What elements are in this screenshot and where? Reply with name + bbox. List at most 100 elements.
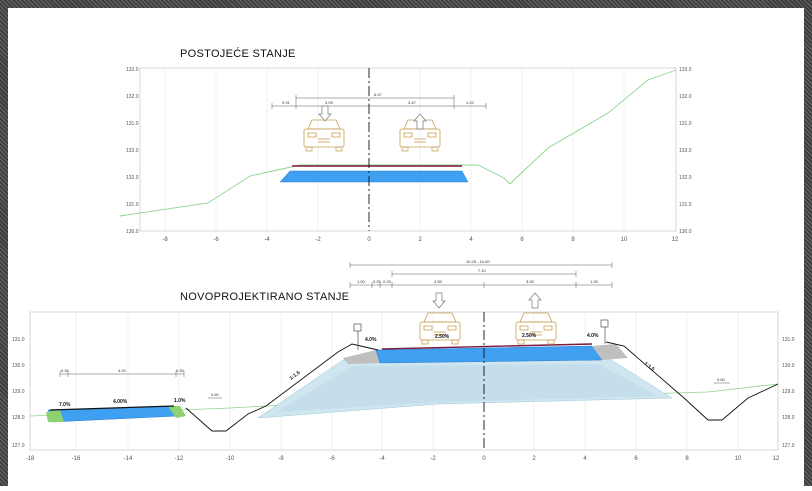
- existing-dim-total: 6.57: [374, 92, 383, 97]
- slope-embank-right: 1:1.5: [643, 361, 656, 373]
- existing-dim-right-lane: 3.47: [408, 100, 417, 105]
- arrow-down-icon: [318, 105, 332, 122]
- slope-road-right: 2.50%: [522, 333, 537, 339]
- road-shoulder-left: [343, 350, 380, 364]
- designed-dim-left-shoulder: 1.00: [357, 279, 366, 284]
- existing-dimensions: [271, 95, 487, 109]
- slope-parking-mid: 4.00%: [113, 399, 128, 405]
- designed-dim-right-shoulder: 1.25: [590, 279, 599, 284]
- svg-text:-8: -8: [278, 456, 284, 462]
- svg-text:-14: -14: [124, 456, 133, 462]
- svg-text:131.0: 131.0: [679, 202, 692, 208]
- svg-text:10: 10: [621, 237, 628, 243]
- svg-text:12: 12: [773, 456, 780, 462]
- embankment-outline-left: [265, 343, 379, 407]
- svg-text:4: 4: [583, 456, 587, 462]
- existing-section: POSTOJEĆE STANJE 133.0 132.0 131.0 133.0…: [119, 47, 692, 243]
- svg-text:132.0: 132.0: [679, 175, 692, 181]
- svg-text:12: 12: [672, 237, 679, 243]
- svg-text:-12: -12: [175, 456, 184, 462]
- svg-text:132.0: 132.0: [126, 175, 139, 181]
- svg-text:0: 0: [482, 456, 486, 462]
- designed-dim-right-lane: 3.55: [526, 279, 535, 284]
- designed-y-ticks-left: 131.0 130.0 129.0 128.0 127.0: [12, 337, 25, 449]
- cross-section-drawing: POSTOJEĆE STANJE 133.0 132.0 131.0 133.0…: [12, 47, 795, 462]
- svg-text:131.0: 131.0: [126, 121, 139, 127]
- svg-text:132.0: 132.0: [679, 94, 692, 100]
- ditch-left: [185, 405, 267, 432]
- slope-road-right-shoulder: 4.0%: [587, 333, 599, 339]
- svg-text:133.0: 133.0: [126, 148, 139, 154]
- svg-text:8: 8: [685, 456, 689, 462]
- svg-text:10: 10: [735, 456, 742, 462]
- existing-dim-left-lane: 3.09: [325, 100, 334, 105]
- parking-dim-mid: 4.20: [118, 368, 127, 373]
- svg-text:132.0: 132.0: [126, 94, 139, 100]
- svg-text:-18: -18: [26, 456, 35, 462]
- existing-y-ticks-right: 133.0 132.0 131.0 133.0 132.0 131.0 130.…: [679, 67, 692, 235]
- existing-dim-right-edge: 1.22: [466, 100, 475, 105]
- ditch-dim-right: 0.60: [717, 377, 726, 382]
- svg-text:130.0: 130.0: [12, 363, 25, 369]
- svg-text:-6: -6: [329, 456, 335, 462]
- parking-dim-left: 0.30: [61, 368, 70, 373]
- svg-text:131.0: 131.0: [782, 337, 795, 343]
- designed-dim-total: 10.25 - 10.00: [466, 259, 490, 264]
- road-shoulder-right: [592, 344, 628, 360]
- svg-text:129.0: 129.0: [12, 389, 25, 395]
- slope-road-left: 2.50%: [435, 334, 450, 340]
- existing-pavement: [279, 170, 469, 183]
- existing-x-ticks: -8 -6 -4 -2 0 2 4 6 8 10 12: [162, 237, 679, 243]
- designed-x-ticks: -18 -16 -14 -12 -10 -8 -6 -4 -2 0 2 4 6 …: [26, 456, 780, 462]
- existing-grid: [164, 68, 625, 231]
- existing-terrain-line: [119, 69, 677, 217]
- svg-text:128.0: 128.0: [782, 415, 795, 421]
- svg-text:2: 2: [532, 456, 536, 462]
- parking-green-right: [168, 406, 186, 418]
- arrow-up-icon: [528, 292, 542, 309]
- svg-text:127.0: 127.0: [12, 443, 25, 449]
- embankment-hatch: [276, 364, 658, 412]
- svg-text:131.0: 131.0: [679, 121, 692, 127]
- designed-section: NOVOPROJEKTIRANO STANJE 131.0 130.0 129.…: [12, 259, 795, 462]
- svg-text:8: 8: [571, 237, 575, 243]
- svg-text:130.0: 130.0: [782, 363, 795, 369]
- traffic-sign-icon: [600, 319, 609, 344]
- existing-plot-box: [139, 67, 677, 232]
- svg-text:133.0: 133.0: [679, 67, 692, 73]
- svg-text:129.0: 129.0: [782, 389, 795, 395]
- svg-text:130.0: 130.0: [679, 229, 692, 235]
- slope-parking-right: 1.0%: [174, 398, 186, 404]
- slope-road-left-shoulder: 4.0%: [365, 337, 377, 343]
- svg-text:-6: -6: [213, 237, 219, 243]
- svg-text:131.0: 131.0: [126, 202, 139, 208]
- car-icon: [303, 119, 345, 152]
- svg-text:4: 4: [469, 237, 473, 243]
- ditch-dim-left: 0.60: [211, 392, 220, 397]
- svg-text:131.0: 131.0: [12, 337, 25, 343]
- arrow-up-icon: [413, 113, 427, 130]
- slope-parking-left: 7.0%: [59, 402, 71, 408]
- designed-y-ticks-right: 131.0 130.0 129.0 128.0 127.0: [782, 337, 795, 449]
- svg-text:133.0: 133.0: [126, 67, 139, 73]
- svg-text:-4: -4: [379, 456, 385, 462]
- svg-text:-8: -8: [162, 237, 168, 243]
- parking-green-left: [46, 410, 64, 422]
- existing-dim-left-edge: 0.91: [282, 100, 291, 105]
- embankment-outline-right: [605, 341, 779, 421]
- svg-text:6: 6: [634, 456, 638, 462]
- designed-plot-box: [29, 311, 779, 451]
- parking-surface: [49, 405, 175, 411]
- slope-embank-left: 1:1.5: [289, 370, 302, 382]
- designed-dim-left-edge-b: 0.25: [383, 279, 392, 284]
- svg-text:-2: -2: [430, 456, 436, 462]
- svg-text:-16: -16: [72, 456, 81, 462]
- designed-section-title: NOVOPROJEKTIRANO STANJE: [180, 291, 349, 303]
- svg-text:-10: -10: [226, 456, 235, 462]
- existing-y-ticks-left: 133.0 132.0 131.0 133.0 132.0 131.0 130.…: [126, 67, 139, 235]
- svg-text:-4: -4: [264, 237, 270, 243]
- car-icon: [419, 312, 461, 345]
- svg-text:-2: -2: [315, 237, 321, 243]
- svg-text:127.0: 127.0: [782, 443, 795, 449]
- svg-text:130.0: 130.0: [126, 229, 139, 235]
